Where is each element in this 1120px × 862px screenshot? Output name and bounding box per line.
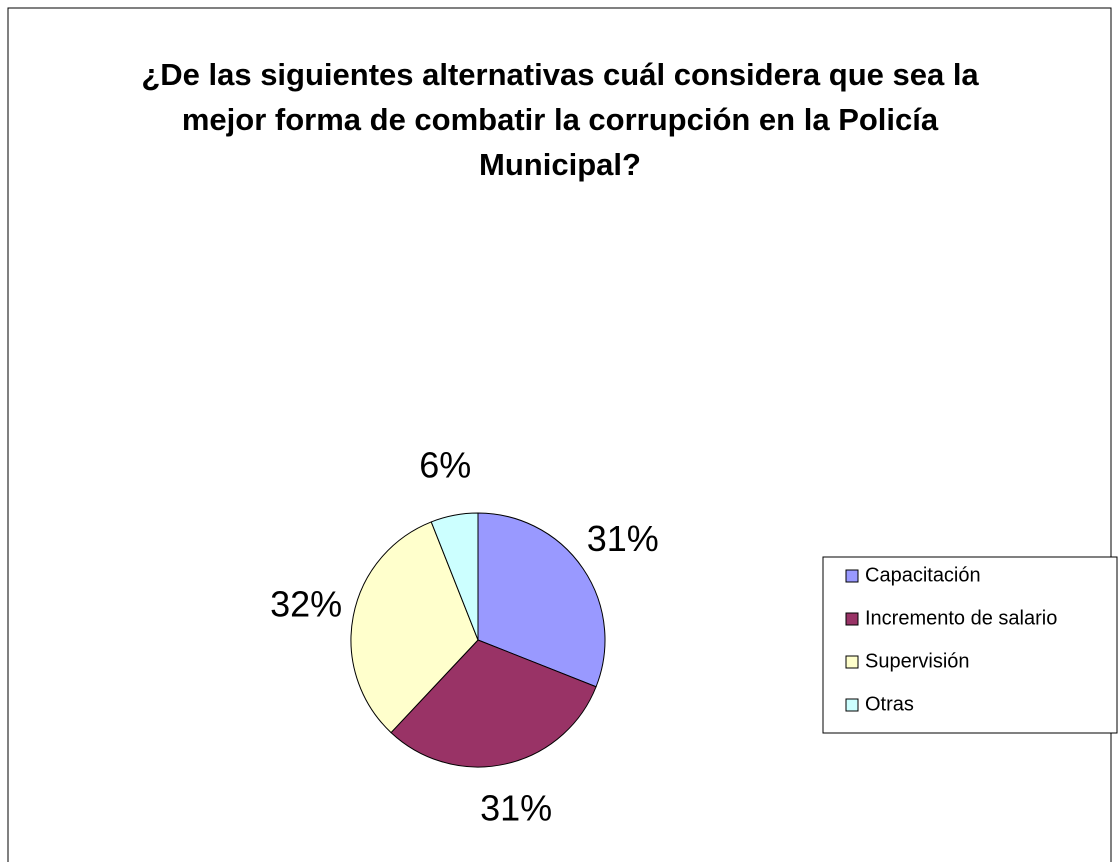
pie-slice	[390, 639, 597, 768]
legend-label: Otras	[865, 693, 914, 715]
data-label: 31%	[480, 787, 552, 828]
legend-swatch	[845, 612, 859, 626]
data-label: 32%	[270, 584, 342, 625]
data-label: 31%	[587, 518, 659, 559]
legend-label: Capacitación	[865, 564, 981, 586]
legend-swatch	[845, 698, 859, 712]
legend-label: Supervisión	[865, 650, 970, 672]
pie-slice	[350, 521, 479, 734]
pie-slice	[430, 512, 479, 641]
legend-swatch	[845, 655, 859, 669]
data-label: 6%	[419, 445, 471, 486]
legend-label: Incremento de salario	[865, 607, 1057, 629]
legend-box	[822, 556, 1118, 734]
legend-swatch	[845, 569, 859, 583]
chart-border	[7, 7, 1112, 862]
chart-title: ¿De las siguientes alternativas cuál con…	[141, 57, 979, 182]
pie-slice	[477, 512, 606, 688]
